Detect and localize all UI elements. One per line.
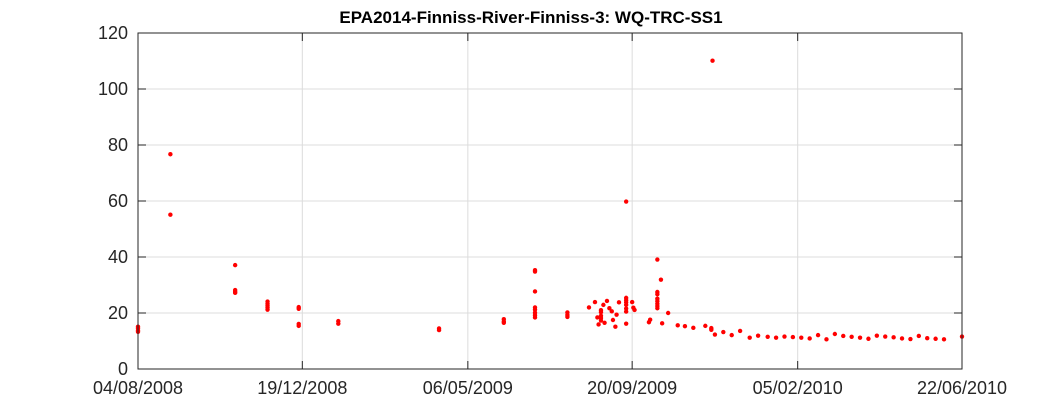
data-point [629,299,635,305]
data-point [607,306,612,311]
data-point [729,332,734,338]
data-point [601,302,606,308]
data-point [168,212,173,217]
data-point [857,335,863,340]
data-point [296,306,301,311]
data-point [604,298,610,304]
data-point [296,323,301,329]
data-point [616,300,622,305]
data-point [623,306,629,311]
data-point [595,315,600,320]
data-point [765,334,770,339]
data-point [925,336,930,341]
data-point [710,58,715,63]
data-point [790,334,796,340]
data-point [614,312,619,317]
y-tick-label: 60 [108,191,128,211]
data-point [501,320,507,325]
grid [138,33,962,369]
data-point [647,317,653,322]
data-point [782,334,787,339]
data-point [168,152,173,157]
x-axis: 04/08/2008 19/12/2008 06/05/2009 20/09/2009… [93,33,1007,398]
data-point [899,336,905,341]
data-point [721,329,726,335]
data-point [232,262,238,268]
x-tick-label: 22/06/2010 [917,378,1007,398]
y-tick-label: 120 [98,23,128,43]
data-point [602,320,607,325]
data-point [658,277,664,282]
data-point [592,299,598,305]
data-point [691,325,696,331]
data-point [866,336,871,341]
y-tick-label: 20 [108,303,128,323]
data-point [532,289,538,294]
data-point [747,335,752,340]
data-point [891,335,896,340]
data-point [709,327,714,332]
data-point [232,290,238,296]
data-point [532,315,538,320]
data-point [883,334,888,339]
data-point [655,257,660,262]
data-point [623,321,629,326]
data-points [135,58,965,342]
data-point [799,335,804,340]
y-tick-label: 40 [108,247,128,267]
data-point [623,309,629,314]
chart-title: EPA2014-Finniss-River-Finniss-3: WQ-TRC-… [339,8,722,27]
y-axis: 0 20 40 60 80 100 120 [98,23,962,379]
x-tick-label: 20/09/2009 [587,378,677,398]
data-point [824,337,829,342]
data-point [849,334,854,339]
data-point [655,306,660,311]
data-point [532,269,538,274]
y-tick-label: 80 [108,135,128,155]
data-point [703,323,708,329]
data-point [632,307,637,313]
data-point [941,337,947,342]
data-point [841,333,846,339]
data-point [532,307,538,312]
data-point [565,314,570,320]
data-point [659,321,665,326]
data-point [655,292,660,297]
data-point [737,328,743,334]
data-point [916,333,922,339]
data-point [265,307,270,312]
data-point [815,332,821,338]
data-point [610,317,616,323]
data-point [609,309,614,314]
data-point [832,331,838,337]
data-point [908,336,913,342]
data-point [682,323,688,329]
data-point [598,318,604,323]
data-point [586,305,592,310]
data-point [712,332,718,337]
data-point [755,333,761,338]
data-point [623,302,629,308]
data-point [613,324,618,329]
data-point [807,336,812,341]
x-tick-label: 06/05/2009 [423,378,513,398]
y-tick-label: 0 [118,359,128,379]
x-tick-label: 04/08/2008 [93,378,183,398]
data-point [773,335,779,340]
data-point [436,327,442,333]
data-point [336,321,341,326]
x-tick-label: 05/02/2010 [753,378,843,398]
data-point [596,322,601,327]
y-tick-label: 100 [98,79,128,99]
data-point [933,336,938,341]
data-point [874,333,880,338]
data-point [623,199,629,204]
data-point [675,323,680,328]
data-point [598,309,604,315]
data-point [665,310,671,316]
x-tick-label: 19/12/2008 [257,378,347,398]
